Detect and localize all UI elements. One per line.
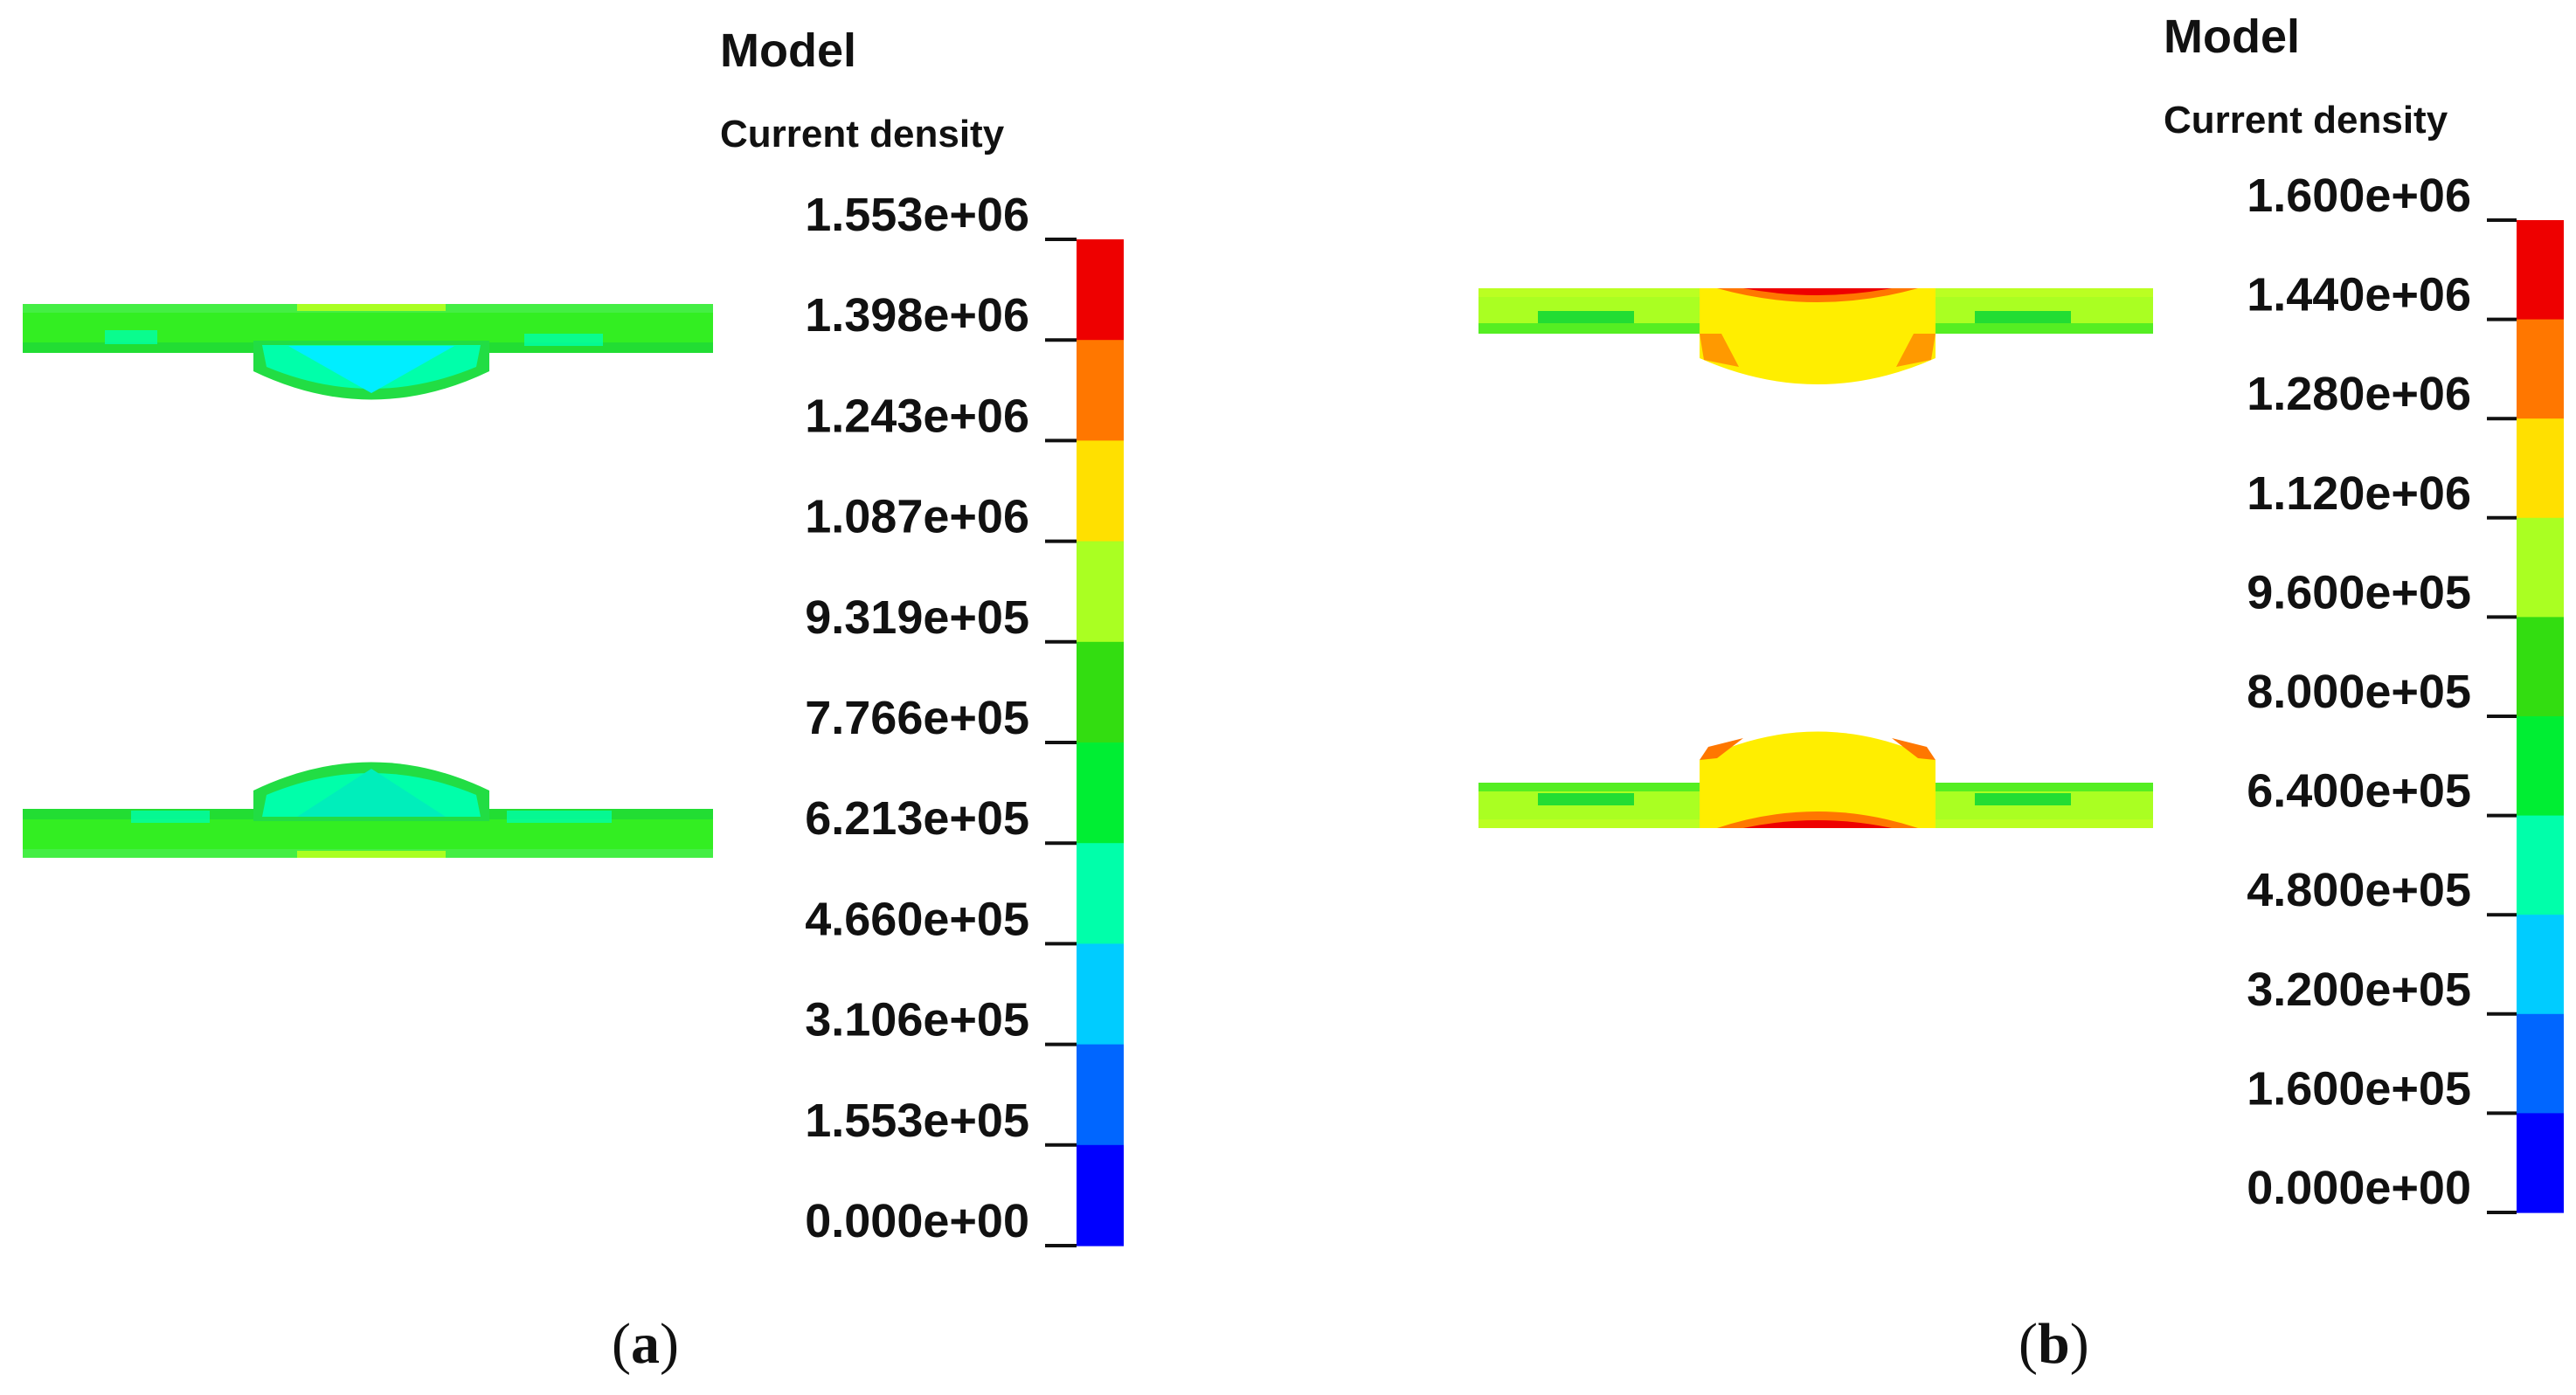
tick-label: 9.600e+05 bbox=[2247, 566, 2471, 618]
colorbar-ticks-a: 1.553e+06 1.398e+06 1.243e+06 1.087e+06 9.31… bbox=[805, 189, 1077, 1247]
tick-label: 1.600e+06 bbox=[2247, 169, 2471, 222]
tick-label: 1.440e+06 bbox=[2247, 269, 2471, 321]
tick-label: 1.087e+06 bbox=[805, 491, 1029, 543]
colorbar-a bbox=[1077, 239, 1124, 1247]
legend-title-b: Model bbox=[2164, 10, 2300, 63]
colorbar-band bbox=[1077, 742, 1124, 844]
tick-label: 3.200e+05 bbox=[2247, 963, 2471, 1016]
tick-label: 6.213e+05 bbox=[805, 792, 1029, 845]
tick-label: 4.660e+05 bbox=[805, 893, 1029, 945]
lower-plate-a bbox=[23, 762, 713, 858]
colorbar-band bbox=[1077, 239, 1124, 341]
colorbar-band bbox=[2517, 517, 2564, 618]
colorbar-band bbox=[1077, 1144, 1124, 1247]
upper-plate-a bbox=[23, 304, 713, 400]
colorbar-band bbox=[2517, 418, 2564, 519]
legend-title-a: Model bbox=[720, 24, 856, 77]
colorbar-band bbox=[2517, 617, 2564, 717]
tick-label: 1.553e+06 bbox=[805, 189, 1029, 241]
tick-label: 8.000e+05 bbox=[2247, 666, 2471, 718]
tick-label: 1.600e+05 bbox=[2247, 1062, 2471, 1115]
tick-label: 1.553e+05 bbox=[805, 1095, 1029, 1147]
tick-label: 1.398e+06 bbox=[805, 289, 1029, 342]
tick-label: 4.800e+05 bbox=[2247, 864, 2471, 916]
panel-b: Model Current density 1.600e+06 1.440e+06… bbox=[1478, 10, 2564, 1376]
tick-label: 0.000e+00 bbox=[2247, 1162, 2471, 1214]
caption-a: (a) bbox=[612, 1312, 679, 1376]
legend-b: Model Current density 1.600e+06 1.440e+06… bbox=[2164, 10, 2564, 1214]
tick-label: 0.000e+00 bbox=[805, 1195, 1029, 1247]
tick-label: 3.106e+05 bbox=[805, 994, 1029, 1046]
colorbar-band bbox=[2517, 716, 2564, 817]
colorbar-band bbox=[1077, 340, 1124, 441]
upper-plate-b bbox=[1478, 288, 2153, 384]
colorbar-band bbox=[2517, 319, 2564, 419]
colorbar-band bbox=[2517, 815, 2564, 915]
legend-a: Model Current density 1.553e+06 1.398e+06… bbox=[720, 24, 1124, 1247]
panel-a: Model Current density 1.553e+06 1.398e+06… bbox=[23, 24, 1124, 1376]
tick-label: 6.400e+05 bbox=[2247, 765, 2471, 818]
tick-label: 9.319e+05 bbox=[805, 591, 1029, 644]
tick-label: 1.243e+06 bbox=[805, 390, 1029, 442]
colorbar-band bbox=[2517, 220, 2564, 321]
colorbar-band bbox=[2517, 915, 2564, 1015]
colorbar-band bbox=[1077, 943, 1124, 1046]
colorbar-band bbox=[2517, 1113, 2564, 1213]
legend-subtitle-b: Current density bbox=[2164, 99, 2448, 142]
tick-label: 7.766e+05 bbox=[805, 692, 1029, 744]
colorbar-band bbox=[2517, 1013, 2564, 1114]
colorbar-b bbox=[2517, 220, 2564, 1213]
tick-label: 1.280e+06 bbox=[2247, 368, 2471, 420]
colorbar-band bbox=[1077, 1044, 1124, 1146]
colorbar-band bbox=[1077, 641, 1124, 743]
colorbar-ticks-b: 1.600e+06 1.440e+06 1.280e+06 1.120e+06 9.60… bbox=[2247, 169, 2517, 1214]
colorbar-band bbox=[1077, 440, 1124, 542]
colorbar-band bbox=[1077, 843, 1124, 944]
tick-label: 1.120e+06 bbox=[2247, 467, 2471, 520]
lower-plate-b bbox=[1478, 731, 2153, 828]
legend-subtitle-a: Current density bbox=[720, 113, 1005, 155]
caption-b: (b) bbox=[2019, 1312, 2089, 1376]
colorbar-band bbox=[1077, 541, 1124, 643]
